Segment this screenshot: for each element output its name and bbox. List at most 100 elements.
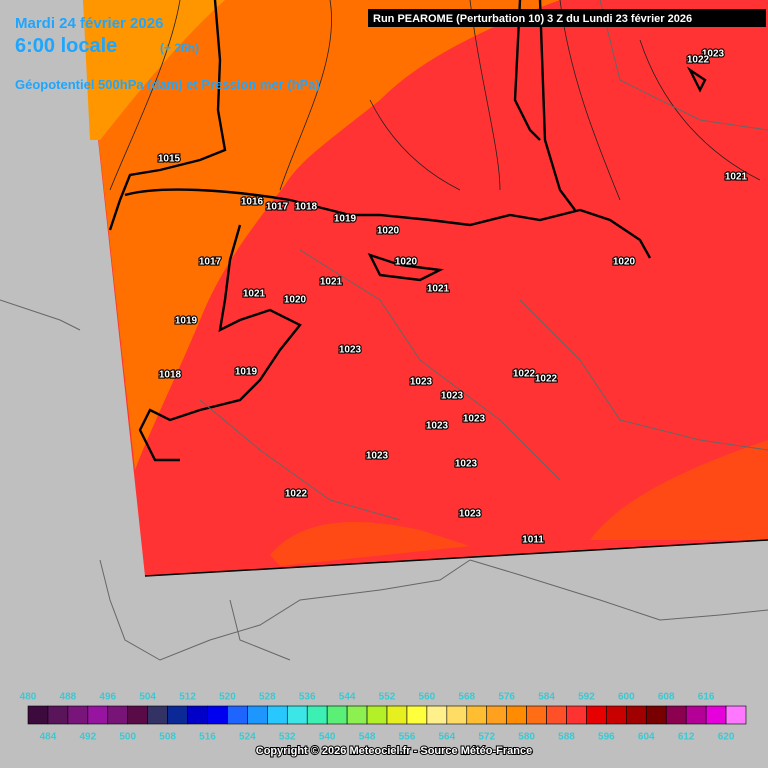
scale-label: 492 bbox=[79, 732, 96, 743]
scale-swatch bbox=[167, 705, 188, 725]
scale-swatch bbox=[227, 705, 248, 725]
model-domain bbox=[83, 0, 768, 577]
scale-label: 496 bbox=[99, 692, 116, 703]
scale-swatch bbox=[705, 705, 727, 725]
isobar-label: 1021 bbox=[725, 172, 748, 183]
scale-label: 488 bbox=[60, 692, 77, 703]
scale-swatch bbox=[685, 705, 707, 725]
isobar-label: 1011 bbox=[522, 535, 544, 546]
scale-label: 608 bbox=[658, 692, 675, 703]
scale-swatch bbox=[506, 705, 527, 725]
scale-swatch bbox=[47, 705, 69, 725]
scale-swatch bbox=[326, 705, 348, 725]
isobar-label: 1022 bbox=[535, 374, 558, 385]
date: Mardi 24 février 2026 bbox=[15, 15, 163, 32]
scale-swatch bbox=[286, 705, 308, 725]
scale-swatch bbox=[366, 705, 388, 725]
isobar-label: 1020 bbox=[377, 226, 400, 237]
scale-swatch bbox=[566, 705, 587, 725]
scale-label: 512 bbox=[179, 692, 196, 703]
scale-swatch bbox=[725, 705, 747, 725]
isobar-label: 1018 bbox=[159, 370, 182, 381]
isobar-label: 1017 bbox=[266, 202, 289, 213]
borders bbox=[199, 0, 768, 521]
isobar-label: 1020 bbox=[613, 257, 636, 268]
isobar-label: 1021 bbox=[320, 277, 343, 288]
scale-swatch bbox=[147, 705, 168, 725]
scale-label: 600 bbox=[618, 692, 635, 703]
color-scale: 480 484 488 492 496 500 504 508 512 516 520 524 528 5… bbox=[20, 692, 747, 743]
scale-label: 576 bbox=[498, 692, 515, 703]
copyright: Copyright © 2026 Meteociel.fr - Source M… bbox=[256, 745, 532, 757]
isobar-label: 1023 bbox=[410, 377, 433, 388]
scale-label: 480 bbox=[20, 692, 37, 703]
scale-label: 588 bbox=[558, 732, 575, 743]
scale-swatch bbox=[267, 705, 288, 725]
scale-label: 508 bbox=[159, 732, 176, 743]
isobar-label: 1022 bbox=[285, 489, 308, 500]
isobar-label: 1023 bbox=[366, 451, 389, 462]
isobar-label: 1019 bbox=[334, 214, 357, 225]
scale-swatch bbox=[645, 705, 667, 725]
lead-time: (+ 26h) bbox=[160, 41, 199, 55]
scale-swatch bbox=[87, 705, 109, 725]
scale-swatch bbox=[486, 705, 507, 725]
scale-label: 612 bbox=[678, 732, 695, 743]
scale-swatch bbox=[187, 705, 208, 725]
scale-swatch bbox=[606, 705, 627, 725]
scale-label: 580 bbox=[518, 732, 535, 743]
scale-label: 616 bbox=[698, 692, 715, 703]
scale-swatch bbox=[406, 705, 428, 725]
scale-swatch bbox=[127, 705, 148, 725]
scale-label: 592 bbox=[578, 692, 595, 703]
isobar-label: 1018 bbox=[295, 202, 318, 213]
scale-label: 536 bbox=[299, 692, 316, 703]
scale-label: 484 bbox=[40, 732, 57, 743]
scale-label: 500 bbox=[119, 732, 136, 743]
scale-swatch bbox=[386, 705, 408, 725]
isobar-label: 1020 bbox=[395, 257, 418, 268]
isobar-label: 1023 bbox=[463, 414, 486, 425]
scale-label: 516 bbox=[199, 732, 216, 743]
field-orange-red bbox=[270, 522, 470, 566]
scale-label: 548 bbox=[359, 732, 376, 743]
scale-swatch bbox=[586, 705, 607, 725]
isobar-label: 1023 bbox=[441, 391, 464, 402]
isobar-label: 1023 bbox=[426, 421, 449, 432]
isobar-label: 1021 bbox=[427, 284, 450, 295]
time: 6:00 locale bbox=[15, 35, 117, 57]
scale-swatch bbox=[426, 705, 448, 725]
scale-label: 532 bbox=[279, 732, 296, 743]
isobar-label: 1016 bbox=[241, 197, 264, 208]
scale-swatch bbox=[665, 705, 687, 725]
scale-swatch bbox=[466, 705, 488, 725]
isobar-label: 1023 bbox=[702, 49, 725, 60]
field-light-orange bbox=[83, 0, 225, 140]
geopotential-contours bbox=[109, 0, 761, 201]
scale-label: 564 bbox=[438, 732, 455, 743]
isobar-label: 1019 bbox=[175, 316, 198, 327]
scale-swatch bbox=[27, 705, 49, 725]
field-orange bbox=[83, 0, 560, 470]
scale-label: 620 bbox=[718, 732, 735, 743]
isobar-label: 1017 bbox=[199, 257, 222, 268]
scale-label: 552 bbox=[379, 692, 396, 703]
scale-label: 556 bbox=[399, 732, 416, 743]
domain-edge bbox=[144, 539, 768, 577]
isobar-label: 1023 bbox=[339, 345, 362, 356]
field-name: Géopotentiel 500hPa (dam) et Pression me… bbox=[15, 77, 320, 92]
scale-label: 604 bbox=[638, 732, 655, 743]
scale-swatch bbox=[67, 705, 89, 725]
field-orange-red bbox=[590, 440, 768, 540]
coastline bbox=[108, 0, 707, 462]
outside-coast bbox=[0, 299, 768, 661]
scale-swatch bbox=[546, 705, 567, 725]
scale-label: 572 bbox=[478, 732, 495, 743]
scale-label: 528 bbox=[259, 692, 276, 703]
scale-label: 544 bbox=[339, 692, 356, 703]
isobar-label: 1023 bbox=[455, 459, 478, 470]
scale-swatch bbox=[306, 705, 328, 725]
scale-label: 584 bbox=[538, 692, 555, 703]
